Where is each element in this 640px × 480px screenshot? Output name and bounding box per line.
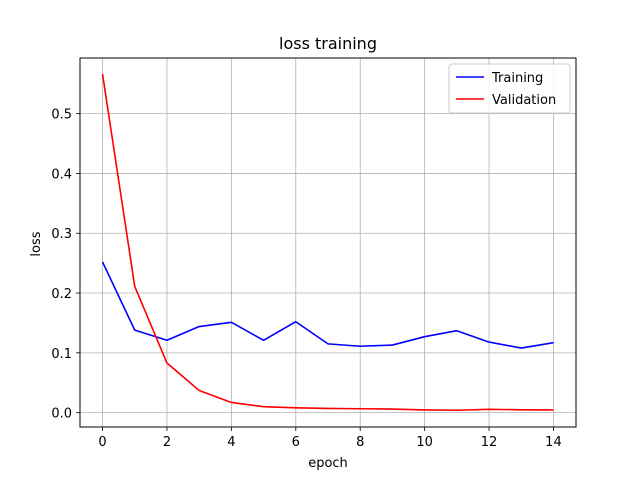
- y-tick-label: 0.5: [51, 108, 72, 123]
- y-tick-label: 0.2: [51, 287, 72, 302]
- chart-title: loss training: [279, 34, 377, 53]
- y-tick-label: 0.3: [51, 227, 72, 242]
- x-tick-label: 12: [481, 435, 498, 450]
- legend: Training Validation: [448, 63, 571, 114]
- y-tick-label: 0.0: [51, 407, 72, 422]
- x-tick-label: 2: [163, 435, 171, 450]
- axis-ticks: 0 2 4 6 8 10 12 14 0.0 0.1 0.2 0.3 0.4 0.5: [51, 108, 561, 450]
- plot-area-frame: [79, 57, 577, 428]
- y-tick-label: 0.4: [51, 167, 72, 182]
- y-axis-label: loss: [29, 231, 44, 256]
- y-tick-label: 0.1: [51, 347, 72, 362]
- x-axis-label: epoch: [308, 456, 348, 471]
- x-tick-label: 8: [356, 435, 364, 450]
- legend-label-validation: Validation: [492, 93, 556, 108]
- x-tick-label: 4: [227, 435, 235, 450]
- x-tick-label: 14: [545, 435, 562, 450]
- legend-label-training: Training: [491, 71, 543, 86]
- series-layer: [101, 74, 554, 412]
- x-tick-label: 10: [416, 435, 433, 450]
- grid-lines: [80, 58, 576, 427]
- x-tick-label: 0: [98, 435, 106, 450]
- series-line-training: [101, 261, 554, 349]
- series-line-validation: [101, 74, 554, 412]
- x-tick-label: 6: [292, 435, 300, 450]
